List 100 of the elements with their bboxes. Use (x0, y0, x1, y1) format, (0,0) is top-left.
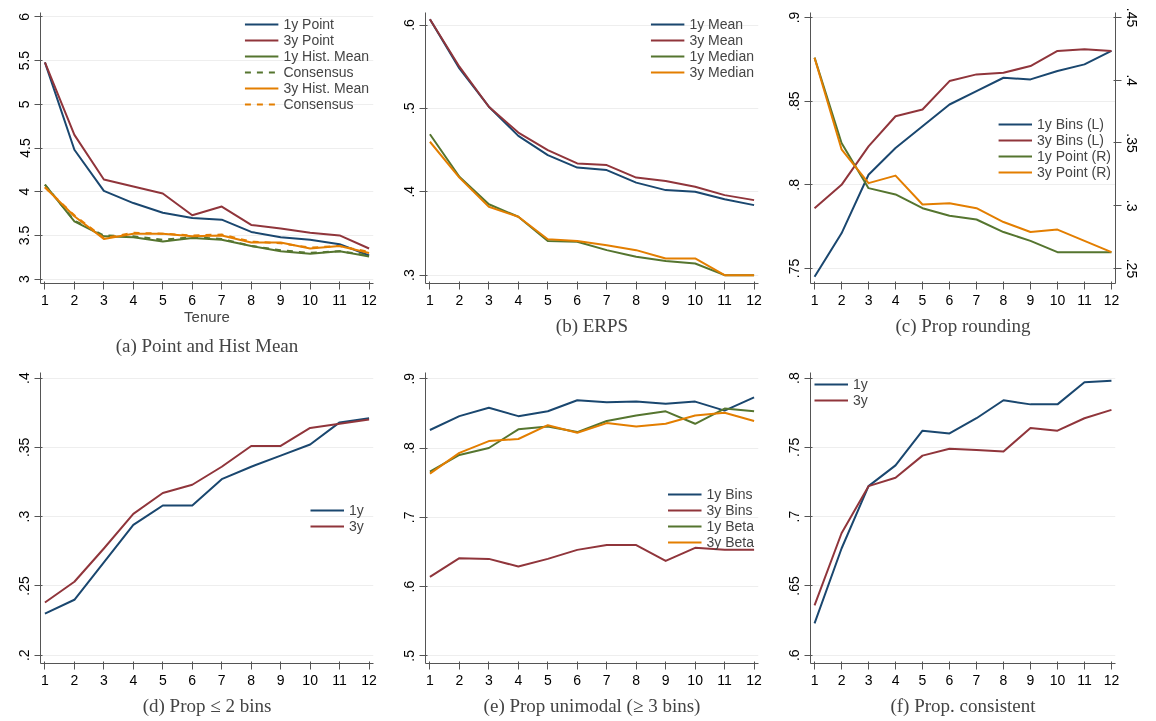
x-tick-label: 1 (426, 291, 435, 308)
y-tick-label: 6 (16, 12, 33, 21)
x-tick-label: 12 (746, 671, 763, 688)
legend-label: 1y Hist. Mean (283, 48, 369, 64)
legend-label: 1y Bins (706, 485, 753, 502)
x-tick-label: 11 (332, 671, 348, 688)
y-tick-label: .6 (401, 18, 418, 31)
y-tick-label: .3 (16, 510, 33, 523)
text: (d) Prop ≤ 2 bins (142, 694, 272, 717)
y-tick-label: .4 (16, 371, 33, 384)
x-tick-label: 4 (514, 671, 523, 688)
y-tick-label: .5 (401, 102, 418, 115)
x-tick-label: 3 (99, 671, 108, 688)
legend-label: 3y Bins (L) (1037, 131, 1104, 148)
y-tick-label: .9 (401, 372, 418, 385)
x-tick-label: 1 (810, 671, 819, 688)
x-tick-label: 10 (302, 671, 319, 688)
x-tick-label: 2 (455, 671, 464, 688)
x-tick-label: 2 (837, 291, 846, 308)
y-tick-label: .35 (16, 437, 33, 458)
legend-label: 3y (853, 392, 869, 408)
x-tick-label: 3 (484, 291, 493, 308)
x-tick-label: 4 (514, 291, 523, 308)
x-tick-label: 7 (972, 291, 981, 308)
x-tick-label: 8 (632, 291, 641, 308)
x-tick-label: 12 (1103, 671, 1120, 688)
x-tick-label: 10 (687, 291, 704, 308)
y-tick-label: .9 (786, 11, 803, 24)
legend-label: 3y Median (689, 64, 754, 80)
y2-tick-label: .35 (1123, 133, 1140, 153)
x-tick-label: 5 (543, 671, 552, 688)
y-tick-label: .4 (401, 185, 418, 198)
legend-label: 3y Mean (689, 32, 744, 48)
x-tick-label: 9 (276, 291, 285, 308)
legend-label: 1y Bins (L) (1037, 115, 1104, 132)
x-tick-label: 1 (41, 291, 50, 308)
x-tick-label: 9 (661, 671, 670, 688)
x-tick-label: 7 (602, 671, 611, 688)
y-tick-label: .3 (401, 269, 418, 281)
x-tick-label: 12 (1103, 291, 1120, 308)
x-tick-label: 8 (247, 291, 256, 308)
x-tick-label: 11 (717, 671, 733, 688)
legend-label: Consensus (283, 96, 354, 112)
y-tick-label: 3.5 (16, 225, 33, 246)
x-tick-label: 10 (302, 291, 319, 308)
y-tick-label: 3 (16, 275, 33, 284)
legend-label: 1y Point (R) (1037, 147, 1111, 164)
y-tick-label: 4 (16, 187, 33, 196)
x-axis-title: Tenure (184, 307, 230, 325)
y-tick-label: 5 (16, 100, 33, 109)
y-tick-label: .75 (786, 258, 803, 279)
y-tick-label: 5.5 (16, 50, 33, 71)
legend-label: 3y (349, 517, 365, 534)
y-tick-label: .75 (786, 437, 803, 458)
x-tick-label: 6 (188, 291, 197, 308)
y-tick-label: .2 (16, 649, 33, 662)
x-tick-label: 6 (945, 671, 954, 688)
x-tick-label: 5 (918, 291, 927, 308)
x-tick-label: 6 (945, 291, 954, 308)
y2-tick-label: .4 (1123, 74, 1140, 87)
x-tick-label: 9 (1026, 671, 1035, 688)
x-tick-label: 7 (217, 671, 226, 688)
x-tick-label: 3 (864, 291, 873, 308)
x-tick-label: 2 (70, 671, 79, 688)
x-tick-label: 3 (864, 671, 873, 688)
x-tick-label: 6 (573, 671, 582, 688)
text: (c) Prop rounding (895, 314, 1032, 337)
x-tick-label: 9 (661, 291, 670, 308)
x-tick-label: 12 (361, 671, 378, 688)
text: (b) ERPS (555, 314, 629, 337)
legend-label: 3y Point (R) (1037, 163, 1111, 180)
y-tick-label: .25 (16, 575, 33, 596)
legend-label: 1y Beta (706, 517, 754, 534)
x-tick-label: 12 (361, 291, 378, 308)
legend-label: 1y Point (283, 16, 334, 32)
x-tick-label: 10 (1049, 671, 1066, 688)
x-tick-label: 3 (99, 291, 108, 308)
x-tick-label: 6 (573, 291, 582, 308)
x-tick-label: 7 (217, 291, 226, 308)
y-tick-label: .7 (401, 511, 418, 524)
legend-label: Consensus (283, 64, 354, 80)
x-tick-label: 9 (1026, 291, 1035, 308)
x-tick-label: 11 (332, 291, 348, 308)
y-tick-label: .8 (786, 178, 803, 191)
y2-tick-label: .3 (1123, 199, 1140, 212)
text: (a) Point and Hist Mean (115, 334, 299, 357)
x-tick-label: 1 (41, 671, 50, 688)
legend-label: 1y (349, 501, 365, 518)
y2-tick-label: .25 (1123, 258, 1140, 279)
x-tick-label: 4 (129, 671, 138, 688)
x-tick-label: 11 (717, 291, 733, 308)
y-tick-label: .6 (786, 649, 803, 662)
legend-label: 1y Median (689, 48, 754, 64)
legend-label: 1y (853, 376, 869, 392)
x-tick-label: 10 (1049, 291, 1066, 308)
y2-tick-label: .45 (1123, 7, 1140, 28)
x-tick-label: 8 (247, 671, 256, 688)
y-tick-label: .8 (786, 371, 803, 384)
y-tick-label: .6 (401, 580, 418, 593)
x-tick-label: 5 (158, 671, 167, 688)
